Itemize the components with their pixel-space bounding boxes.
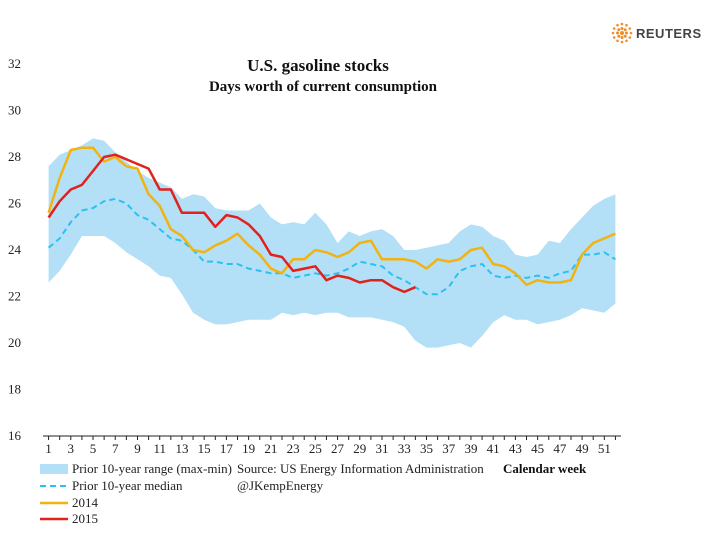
reuters-wordmark: REUTERS <box>636 26 702 41</box>
x-tick-label: 47 <box>553 441 567 456</box>
x-tick-label: 49 <box>576 441 589 456</box>
y-tick-label: 22 <box>8 289 21 304</box>
x-tick-label: 17 <box>220 441 234 456</box>
plot-area <box>47 138 616 348</box>
y-tick-label: 24 <box>8 242 22 257</box>
x-tick-label: 13 <box>175 441 188 456</box>
y-tick-label: 18 <box>8 382 21 397</box>
legend-swatch-range <box>40 464 68 474</box>
x-tick-label: 19 <box>242 441 255 456</box>
y-tick-label: 30 <box>8 103 21 118</box>
x-tick-label: 41 <box>487 441 500 456</box>
x-tick-label: 43 <box>509 441 522 456</box>
x-tick-label: 7 <box>112 441 119 456</box>
y-axis: 16 18 20 22 24 26 28 30 32 <box>8 56 22 443</box>
legend-label-median: Prior 10-year median <box>72 478 183 493</box>
x-tick-label: 23 <box>287 441 300 456</box>
x-tick-label: 1 <box>45 441 52 456</box>
legend: Prior 10-year range (max-min) Prior 10-y… <box>40 461 232 526</box>
x-tick-label: 51 <box>598 441 611 456</box>
x-tick-label: 33 <box>398 441 411 456</box>
x-axis: 1 3 5 7 9 11 13 15 17 19 21 23 25 27 29 31 33 35 37 39 41 43 4… <box>43 435 621 456</box>
x-tick-label: 45 <box>531 441 544 456</box>
series-line-2014 <box>47 146 616 287</box>
y-tick-label: 26 <box>8 196 22 211</box>
reuters-dots-icon <box>611 22 633 44</box>
series-line-prior-10-year-median <box>47 197 616 296</box>
credit-note: @JKempEnergy <box>237 478 324 493</box>
source-note: Source: US Energy Information Administra… <box>237 461 484 476</box>
x-tick-label: 21 <box>264 441 277 456</box>
x-axis-label: Calendar week <box>503 461 587 476</box>
range-band <box>48 138 616 348</box>
x-tick-label: 11 <box>153 441 166 456</box>
y-tick-label: 16 <box>8 428 22 443</box>
chart-title: U.S. gasoline stocks <box>247 56 389 75</box>
x-tick-label: 31 <box>376 441 389 456</box>
reuters-logo: REUTERS <box>611 22 702 44</box>
x-tick-label: 5 <box>90 441 97 456</box>
x-tick-label: 9 <box>134 441 141 456</box>
y-tick-label: 20 <box>8 335 21 350</box>
x-tick-label: 15 <box>198 441 211 456</box>
x-tick-label: 27 <box>331 441 345 456</box>
legend-label-2015: 2015 <box>72 511 98 526</box>
y-tick-label: 28 <box>8 149 21 164</box>
x-tick-label: 37 <box>442 441 456 456</box>
x-tick-label: 3 <box>68 441 75 456</box>
x-tick-label: 29 <box>353 441 366 456</box>
x-tick-label: 25 <box>309 441 322 456</box>
legend-label-range: Prior 10-year range (max-min) <box>72 461 232 476</box>
x-tick-label: 39 <box>464 441 477 456</box>
y-tick-label: 32 <box>8 56 21 71</box>
x-tick-label: 35 <box>420 441 433 456</box>
legend-label-2014: 2014 <box>72 495 99 510</box>
chart-subtitle: Days worth of current consumption <box>209 79 438 95</box>
series-line-2015 <box>47 153 416 294</box>
